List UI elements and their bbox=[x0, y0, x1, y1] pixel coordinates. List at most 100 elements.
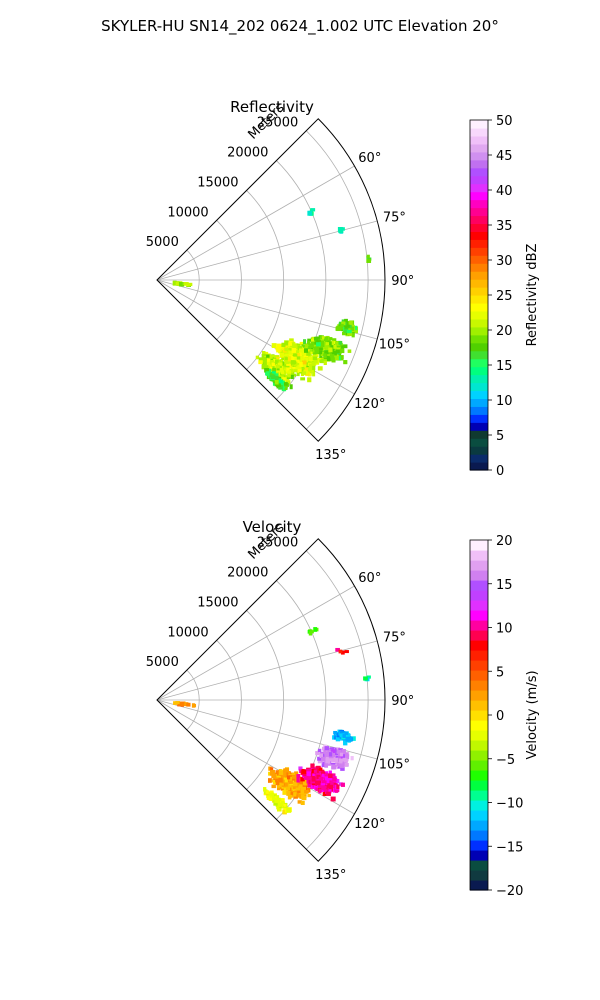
colorbar-swatch bbox=[470, 650, 488, 661]
radial-tick-5: 25000 bbox=[257, 536, 298, 551]
echo-cluster-2-pixel bbox=[321, 780, 326, 784]
echo-cluster-1-pixel bbox=[290, 366, 294, 370]
echo-cluster-5-pixel bbox=[279, 379, 283, 384]
echo-cluster-2-pixel bbox=[330, 796, 336, 802]
echo-cluster-1-pixel bbox=[284, 768, 290, 773]
echo-cluster-1-pixel bbox=[317, 366, 323, 371]
echo-cluster-5-pixel bbox=[276, 382, 281, 388]
echo-cluster-2-pixel bbox=[307, 340, 311, 346]
colorbar-tick-4: −5 bbox=[496, 753, 515, 768]
echo-cluster-5-pixel bbox=[269, 790, 274, 794]
echo-cluster-5-pixel bbox=[281, 386, 287, 392]
echo-cluster-5-pixel bbox=[274, 799, 280, 804]
echo-cluster-2-pixel bbox=[326, 779, 330, 784]
echo-cluster-8-pixel bbox=[366, 254, 370, 259]
echo-cluster-2-pixel bbox=[313, 776, 318, 780]
echo-cluster-3-pixel bbox=[341, 749, 346, 754]
echo-cluster-2-pixel bbox=[306, 773, 310, 778]
colorbar-swatch bbox=[470, 302, 488, 312]
colorbar-swatch bbox=[470, 600, 488, 611]
echo-cluster-4-pixel bbox=[262, 351, 266, 355]
echo-cluster-2-pixel bbox=[328, 773, 333, 779]
colorbar-swatch bbox=[470, 590, 488, 601]
echo-cluster-1-pixel bbox=[311, 361, 316, 366]
echo-cluster-4-pixel bbox=[272, 364, 276, 369]
colorbar-swatch bbox=[470, 120, 488, 129]
echo-cluster-2-pixel bbox=[335, 779, 340, 784]
colorbar-swatch bbox=[470, 255, 488, 264]
echo-cluster-1-pixel bbox=[312, 371, 316, 377]
echo-cluster-2-pixel bbox=[309, 347, 313, 352]
echo-cluster-1-pixel bbox=[300, 800, 305, 806]
echo-cluster-3-pixel bbox=[321, 763, 326, 768]
echo-cluster-5-pixel bbox=[274, 379, 279, 385]
echo-cluster-2-pixel bbox=[324, 776, 330, 781]
echo-cluster-1-pixel bbox=[281, 779, 285, 784]
theta-tick-1: 60° bbox=[358, 571, 381, 586]
grid-spoke-2 bbox=[156, 640, 378, 701]
echo-cluster-4-pixel bbox=[286, 375, 291, 380]
colorbar-swatch bbox=[470, 295, 488, 304]
echo-cluster-3-pixel bbox=[339, 758, 343, 764]
echo-cluster-3-pixel bbox=[341, 321, 346, 326]
echo-cluster-1-pixel bbox=[281, 342, 286, 348]
echo-cluster-1-pixel bbox=[291, 347, 297, 353]
echo-cluster-2-pixel bbox=[335, 349, 340, 354]
echo-cluster-1-pixel bbox=[287, 795, 292, 800]
echo-cluster-4-pixel bbox=[277, 362, 283, 366]
echo-cluster-2-pixel bbox=[338, 357, 344, 361]
echo-cluster-4-pixel bbox=[261, 353, 266, 359]
echo-cluster-1-pixel bbox=[299, 784, 303, 790]
echo-cluster-1-pixel bbox=[280, 786, 285, 791]
echo-cluster-2-pixel bbox=[343, 344, 348, 349]
colorbar-swatch bbox=[470, 215, 488, 225]
echo-cluster-2-pixel bbox=[331, 350, 337, 356]
echo-cluster-1-pixel bbox=[301, 795, 307, 801]
sector-outline bbox=[156, 538, 386, 862]
echo-cluster-2-pixel bbox=[325, 345, 330, 351]
colorbar-swatch bbox=[470, 127, 488, 137]
echo-cluster-2-pixel bbox=[347, 349, 352, 353]
echo-cluster-1-pixel bbox=[282, 361, 287, 367]
colorbar-swatch bbox=[470, 342, 488, 352]
colorbar-swatch bbox=[470, 438, 488, 447]
echo-cluster-1-pixel bbox=[275, 356, 280, 361]
echo-cluster-1-pixel bbox=[293, 782, 298, 787]
echo-cluster-1-pixel bbox=[306, 351, 311, 356]
echo-cluster-2-pixel bbox=[313, 346, 319, 351]
colorbar-swatch bbox=[470, 279, 488, 288]
echo-cluster-3-pixel bbox=[342, 757, 347, 762]
echo-cluster-8-pixel bbox=[363, 676, 368, 681]
echo-cluster-3-pixel bbox=[331, 753, 336, 758]
echo-cluster-2-pixel bbox=[334, 355, 339, 361]
echo-cluster-2-pixel bbox=[316, 342, 321, 347]
colorbar-swatch bbox=[470, 358, 488, 368]
echo-cluster-4-pixel bbox=[263, 365, 269, 369]
echo-cluster-3-pixel bbox=[317, 748, 322, 753]
echo-cluster-1-pixel bbox=[294, 350, 300, 356]
echo-cluster-1-pixel bbox=[278, 777, 283, 783]
echo-cluster-4-pixel bbox=[255, 355, 260, 360]
echo-cluster-1-pixel bbox=[276, 785, 280, 791]
colorbar-swatch bbox=[470, 870, 488, 881]
colorbar-swatch bbox=[470, 318, 488, 328]
echo-cluster-1-pixel bbox=[295, 345, 300, 349]
echo-cluster-3-pixel bbox=[323, 749, 327, 754]
echo-cluster-9-pixel bbox=[179, 701, 185, 706]
echo-cluster-1-pixel bbox=[298, 368, 302, 373]
echo-cluster-2-pixel bbox=[313, 342, 317, 347]
echo-cluster-2-pixel bbox=[309, 344, 314, 348]
echo-cluster-4-pixel bbox=[263, 360, 267, 366]
echo-cluster-1-pixel bbox=[291, 356, 295, 362]
echo-cluster-2-pixel bbox=[311, 341, 316, 345]
echo-cluster-5-pixel bbox=[279, 802, 284, 807]
echo-cluster-1-pixel bbox=[298, 352, 303, 358]
colorbar-tick-7: 30 bbox=[496, 254, 513, 269]
echo-cluster-2-pixel bbox=[321, 336, 327, 340]
colorbar-swatch bbox=[470, 820, 488, 831]
colorbar-swatch bbox=[470, 175, 488, 185]
echo-cluster-4-pixel bbox=[293, 369, 298, 373]
echo-cluster-2-pixel bbox=[319, 347, 323, 351]
colorbar-tick-6: 5 bbox=[496, 665, 504, 680]
echo-cluster-2-pixel bbox=[320, 771, 326, 776]
